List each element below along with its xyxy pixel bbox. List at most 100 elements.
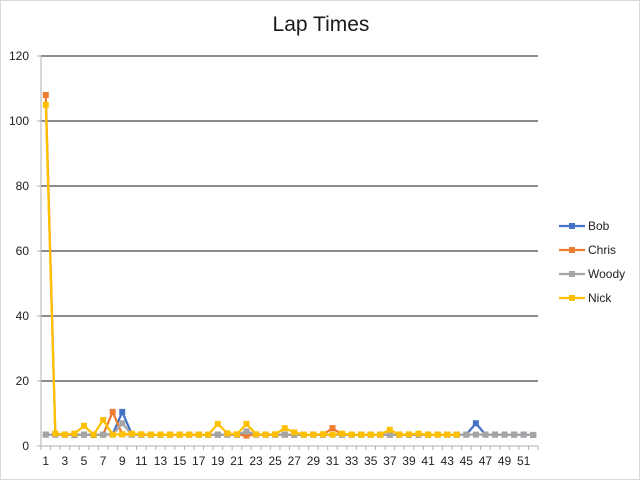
data-point-nick	[291, 429, 298, 436]
x-tick-label: 33	[345, 454, 359, 468]
data-point-nick	[233, 431, 240, 438]
data-point-nick	[109, 431, 116, 438]
chart-title: Lap Times	[272, 13, 370, 36]
data-point-bob	[119, 408, 126, 415]
data-point-woody	[520, 431, 527, 438]
data-point-nick	[281, 425, 288, 432]
data-point-nick	[367, 431, 374, 438]
data-point-nick	[81, 422, 88, 429]
data-point-nick	[253, 431, 260, 438]
data-point-nick	[243, 420, 250, 427]
x-tick-label: 7	[100, 454, 107, 468]
x-tick-label: 49	[498, 454, 512, 468]
data-point-woody	[472, 431, 479, 438]
data-point-woody	[511, 431, 518, 438]
x-tick-label: 41	[421, 454, 435, 468]
data-point-nick	[358, 431, 365, 438]
data-point-nick	[52, 430, 59, 437]
data-point-woody	[214, 431, 221, 438]
data-point-nick	[167, 431, 174, 438]
data-point-nick	[339, 430, 346, 437]
x-tick-label: 23	[249, 454, 263, 468]
data-point-woody	[119, 420, 126, 427]
x-tick-label: 5	[81, 454, 88, 468]
data-point-nick	[128, 430, 135, 437]
data-point-nick	[434, 431, 441, 438]
data-point-nick	[415, 430, 422, 437]
data-point-nick	[176, 431, 183, 438]
data-point-woody	[386, 431, 393, 438]
data-point-woody	[281, 431, 288, 438]
data-point-woody	[491, 431, 498, 438]
data-point-woody	[501, 431, 508, 438]
data-point-woody	[463, 431, 470, 438]
x-tick-label: 37	[383, 454, 397, 468]
x-tick-label: 45	[460, 454, 474, 468]
data-point-nick	[396, 431, 403, 438]
legend-label-chris: Chris	[588, 243, 616, 257]
data-point-nick	[453, 431, 460, 438]
x-tick-label: 9	[119, 454, 126, 468]
x-tick-label: 19	[211, 454, 225, 468]
x-tick-label: 31	[326, 454, 340, 468]
data-point-nick	[186, 431, 193, 438]
data-point-nick	[386, 426, 393, 433]
data-point-nick	[90, 431, 97, 438]
x-tick-label: 51	[517, 454, 531, 468]
x-tick-label: 3	[62, 454, 69, 468]
data-point-nick	[42, 101, 49, 108]
data-point-chris	[109, 408, 116, 415]
data-point-woody	[81, 431, 88, 438]
data-point-nick	[262, 431, 269, 438]
data-point-chris	[243, 432, 250, 439]
series-line-chris	[44, 94, 457, 437]
data-point-nick	[147, 431, 154, 438]
y-tick-label: 40	[16, 309, 30, 323]
data-point-nick	[214, 420, 221, 427]
legend-marker-woody	[569, 271, 575, 277]
x-tick-label: 1	[42, 454, 49, 468]
x-tick-label: 25	[268, 454, 282, 468]
x-tick-label: 13	[154, 454, 168, 468]
data-point-nick	[119, 431, 126, 438]
data-point-nick	[205, 431, 212, 438]
data-point-woody	[42, 431, 49, 438]
data-point-nick	[71, 430, 78, 437]
x-tick-label: 27	[288, 454, 302, 468]
y-tick-label: 80	[16, 179, 30, 193]
x-tick-label: 11	[135, 454, 148, 468]
y-tick-label: 100	[9, 114, 29, 128]
legend-label-woody: Woody	[588, 267, 625, 281]
data-point-chris	[329, 425, 336, 432]
series-line-bob	[45, 410, 534, 437]
x-tick-label: 39	[402, 454, 416, 468]
legend-marker-nick	[569, 295, 575, 301]
x-tick-label: 43	[441, 454, 455, 468]
legend-label-nick: Nick	[588, 291, 612, 305]
data-point-nick	[425, 431, 432, 438]
data-point-woody	[243, 428, 250, 435]
x-tick-label: 47	[479, 454, 493, 468]
legend-marker-chris	[569, 247, 575, 253]
data-point-nick	[377, 431, 384, 438]
data-point-chris	[42, 92, 49, 98]
data-point-nick	[138, 431, 145, 438]
data-point-bob	[472, 420, 479, 427]
data-point-nick	[157, 431, 164, 438]
data-point-nick	[61, 431, 68, 438]
data-point-nick	[100, 417, 107, 423]
data-point-nick	[329, 431, 336, 438]
data-point-nick	[319, 431, 326, 438]
data-point-nick	[224, 430, 231, 437]
y-tick-label: 60	[16, 244, 30, 258]
x-tick-label: 17	[192, 454, 206, 468]
y-tick-label: 0	[22, 439, 29, 453]
legend-label-bob: Bob	[588, 219, 610, 233]
data-point-nick	[444, 431, 451, 438]
data-point-woody	[482, 431, 489, 438]
data-point-nick	[405, 431, 412, 438]
data-point-nick	[300, 431, 307, 438]
x-tick-label: 35	[364, 454, 378, 468]
